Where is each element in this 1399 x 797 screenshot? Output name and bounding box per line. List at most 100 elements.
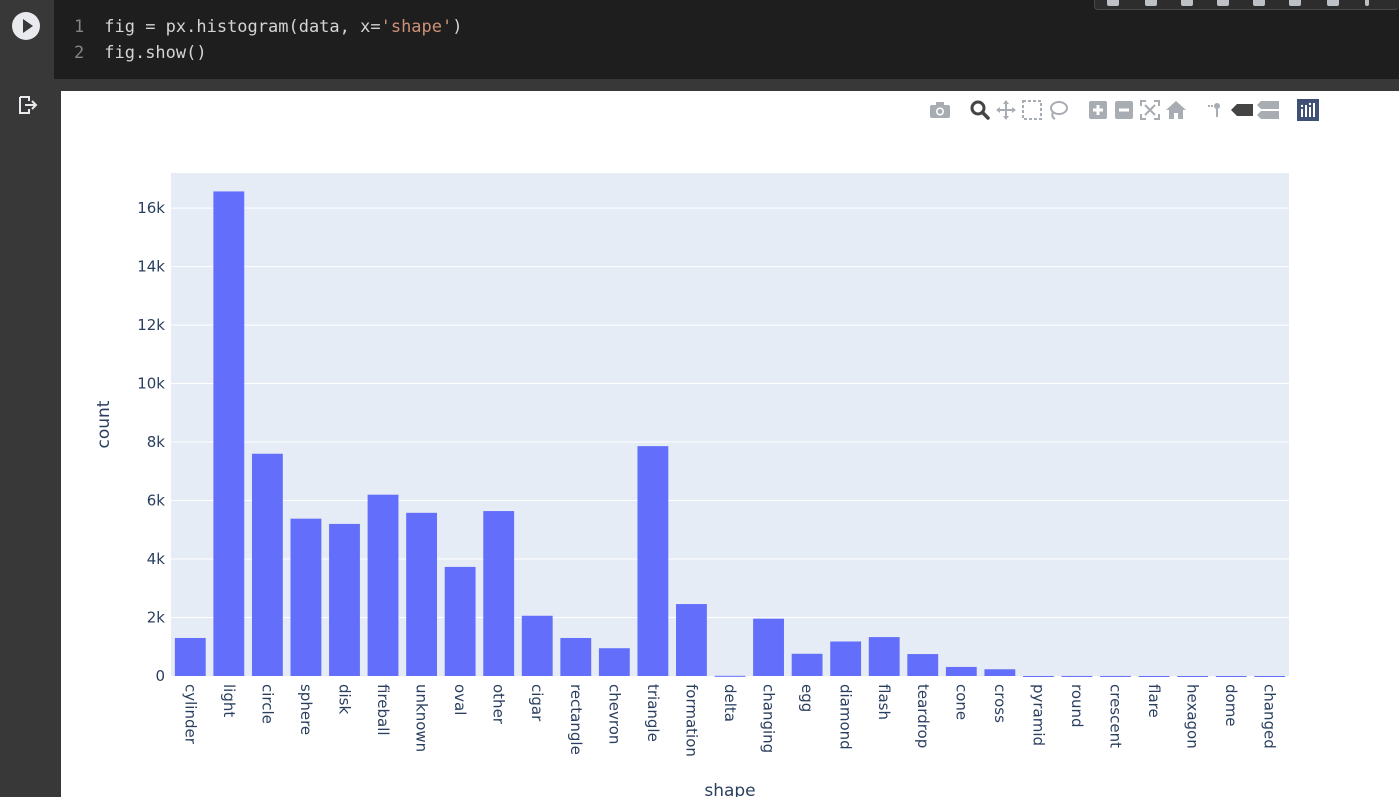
x-tick-label: cone xyxy=(952,684,970,720)
x-tick-label: circle xyxy=(258,684,276,724)
zoom-out-icon[interactable] xyxy=(1111,99,1137,121)
settings-icon[interactable] xyxy=(1253,0,1265,6)
code-editor[interactable]: 1 fig = px.histogram(data, x='shape') 2 f… xyxy=(74,14,463,66)
code-cell[interactable]: 1 fig = px.histogram(data, x='shape') 2 f… xyxy=(0,0,1399,79)
bar xyxy=(907,654,939,676)
code-text: ) xyxy=(452,17,463,37)
x-tick-label: crescent xyxy=(1107,684,1125,748)
x-tick-label: dome xyxy=(1222,684,1240,727)
y-tick-label: 10k xyxy=(137,375,165,393)
bar xyxy=(1022,675,1054,677)
bar xyxy=(213,191,245,676)
x-tick-label: changing xyxy=(760,684,778,753)
code-line: 2 fig.show() xyxy=(74,40,463,66)
spike-lines-icon[interactable] xyxy=(1203,99,1229,121)
x-tick-label: changed xyxy=(1261,684,1279,749)
bar xyxy=(560,637,592,676)
bar xyxy=(329,523,360,676)
code-string: 'shape' xyxy=(380,17,453,37)
move-up-icon[interactable] xyxy=(1107,0,1119,6)
y-tick-label: 14k xyxy=(137,258,165,276)
bar xyxy=(984,669,1016,676)
zoom-icon[interactable] xyxy=(967,99,993,121)
x-tick-label: cigar xyxy=(528,684,546,722)
zoom-in-icon[interactable] xyxy=(1085,99,1111,121)
bar xyxy=(1177,675,1209,677)
bar xyxy=(1254,675,1286,677)
autoscale-icon[interactable] xyxy=(1137,99,1163,121)
x-tick-label: delta xyxy=(721,684,739,722)
x-tick-label: formation xyxy=(682,684,700,757)
bar xyxy=(521,615,553,676)
link-icon[interactable] xyxy=(1181,0,1193,6)
plotly-logo-icon[interactable] xyxy=(1295,99,1321,121)
x-tick-label: oval xyxy=(451,684,469,715)
x-axis-title: shape xyxy=(704,781,755,797)
y-tick-label: 8k xyxy=(147,433,166,451)
x-tick-label: rectangle xyxy=(567,684,585,755)
x-tick-label: fireball xyxy=(374,684,392,736)
delete-icon[interactable] xyxy=(1327,0,1339,6)
bar xyxy=(753,618,784,676)
bar xyxy=(791,653,823,676)
bar xyxy=(714,675,746,677)
x-tick-label: egg xyxy=(798,684,816,712)
plot-modebar xyxy=(927,99,1321,121)
code-text: fig = px.histogram(data, x= xyxy=(104,17,381,37)
lasso-select-icon[interactable] xyxy=(1045,99,1071,121)
bar xyxy=(483,511,515,676)
x-tick-label: light xyxy=(220,684,238,717)
y-tick-label: 16k xyxy=(137,199,165,217)
x-tick-label: other xyxy=(490,684,508,725)
comment-icon[interactable] xyxy=(1217,0,1229,6)
y-tick-label: 12k xyxy=(137,316,165,334)
bar xyxy=(444,566,476,676)
x-tick-label: cross xyxy=(991,684,1009,723)
x-tick-label: unknown xyxy=(413,684,431,752)
bar xyxy=(367,494,399,676)
line-number: 1 xyxy=(74,17,85,37)
output-menu-icon[interactable] xyxy=(17,94,39,116)
x-tick-label: sphere xyxy=(297,684,315,735)
camera-icon[interactable] xyxy=(927,99,953,121)
x-tick-label: teardrop xyxy=(914,684,932,748)
cell-toolbar xyxy=(1094,0,1399,10)
reset-axes-icon[interactable] xyxy=(1163,99,1189,121)
bar xyxy=(945,666,977,676)
box-select-icon[interactable] xyxy=(1019,99,1045,121)
bar xyxy=(830,641,862,676)
bar xyxy=(251,453,283,676)
plot-output: 0 2k 4k 6k 8k 10k 12k 14k 16k cylinder light circle… xyxy=(61,91,1399,797)
x-tick-label: pyramid xyxy=(1029,684,1047,746)
x-tick-label: diamond xyxy=(837,684,855,750)
bar xyxy=(868,637,900,676)
cell-gutter xyxy=(0,0,54,79)
y-tick-label: 6k xyxy=(147,492,166,510)
play-icon xyxy=(22,19,33,33)
bar xyxy=(1061,675,1093,677)
y-tick-label: 2k xyxy=(147,609,166,627)
move-down-icon[interactable] xyxy=(1145,0,1157,6)
pan-icon[interactable] xyxy=(993,99,1019,121)
histogram-chart: 0 2k 4k 6k 8k 10k 12k 14k 16k cylinder light circle… xyxy=(94,173,1289,797)
bar xyxy=(1138,675,1170,677)
bar xyxy=(676,604,707,676)
line-number: 2 xyxy=(74,43,85,63)
mirror-icon[interactable] xyxy=(1289,0,1301,6)
bar xyxy=(598,648,630,676)
hover-closest-icon[interactable] xyxy=(1229,99,1255,121)
more-icon[interactable] xyxy=(1365,0,1369,6)
y-axis-title: count xyxy=(94,400,114,448)
x-tick-label: hexagon xyxy=(1184,684,1202,749)
bar xyxy=(406,512,438,676)
bar xyxy=(1100,675,1131,677)
x-tick-label: chevron xyxy=(605,684,623,744)
bar xyxy=(290,518,322,676)
x-tick-label: flare xyxy=(1145,684,1163,718)
hover-compare-icon[interactable] xyxy=(1255,99,1281,121)
bar xyxy=(1215,675,1247,677)
x-tick-label: disk xyxy=(335,684,353,715)
y-tick-label: 0 xyxy=(155,667,165,685)
x-tick-label: triangle xyxy=(644,684,662,742)
run-cell-button[interactable] xyxy=(12,12,40,40)
